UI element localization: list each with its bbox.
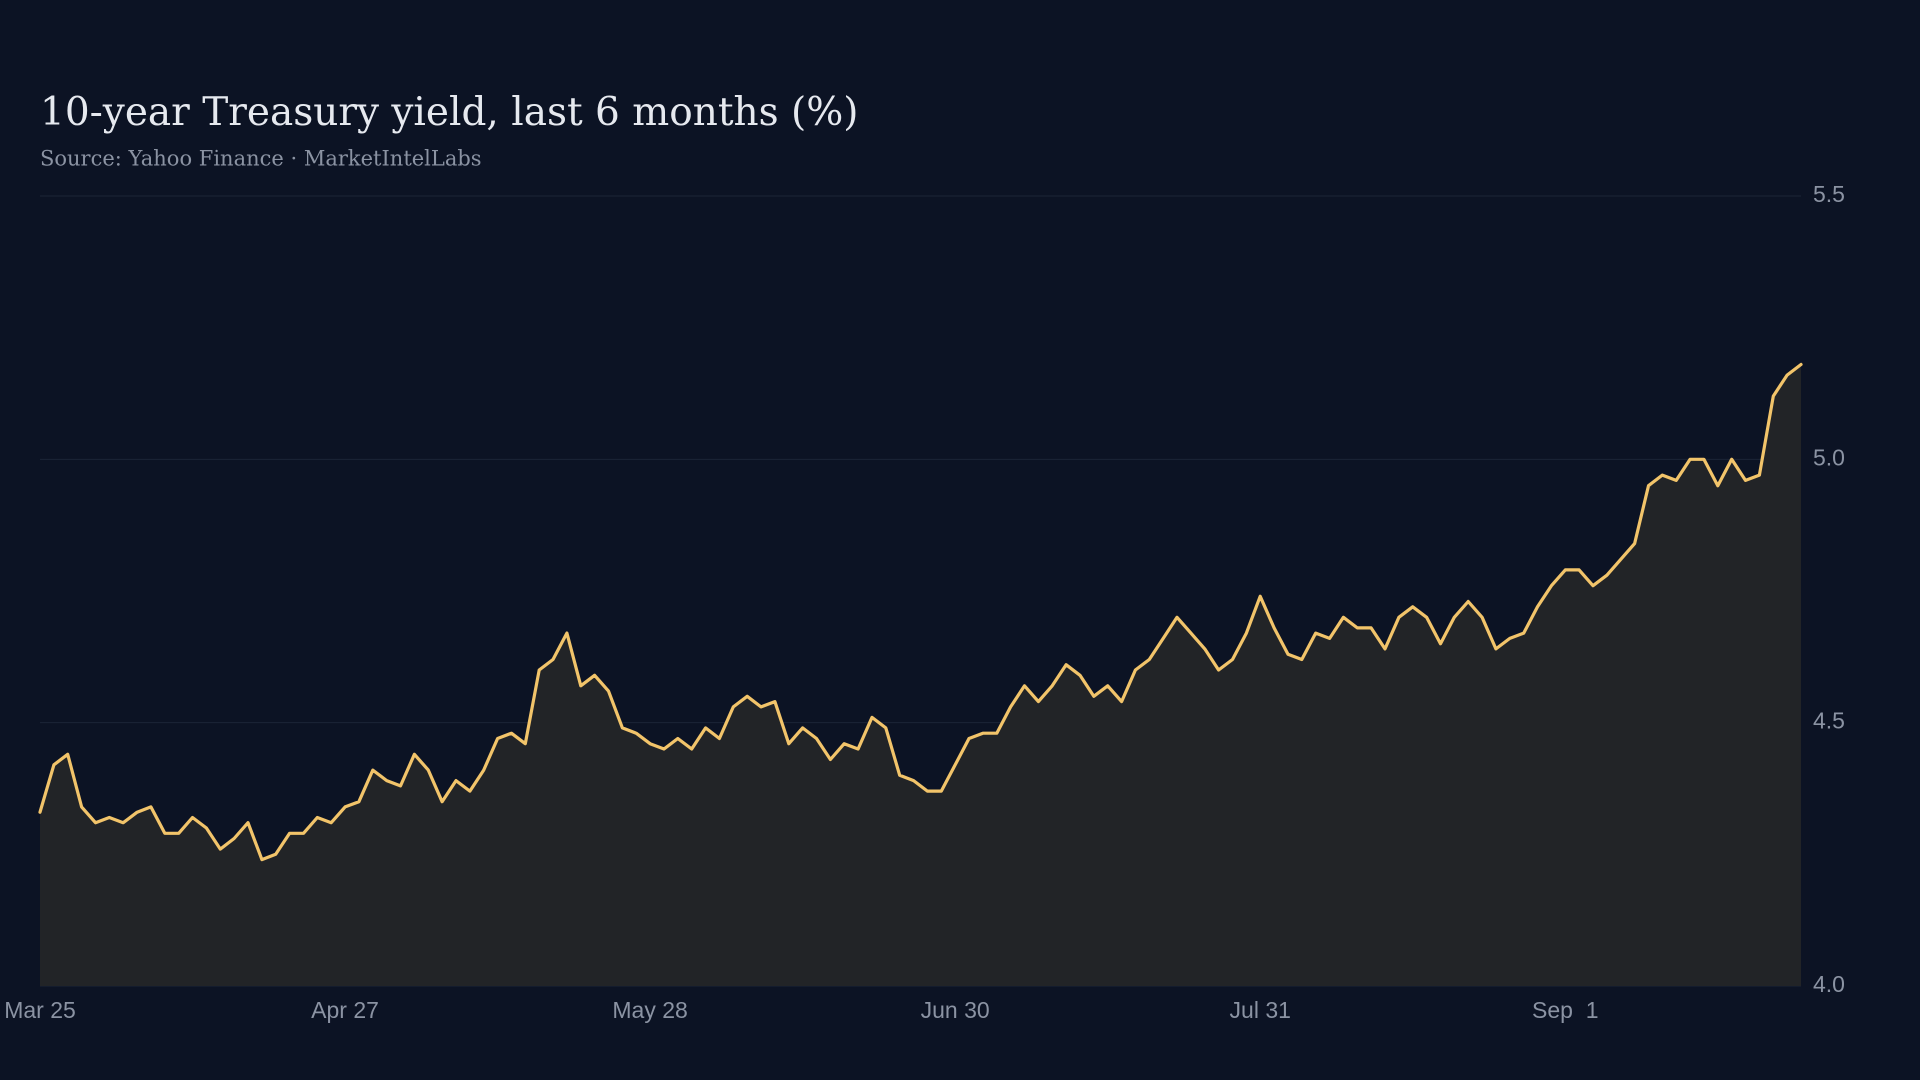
x-tick-label: Jun 30 (921, 997, 990, 1023)
line (38, 362, 1803, 862)
y-tick-label: 4.5 (1813, 708, 1845, 734)
chart-subtitle: Source: Yahoo Finance · MarketIntelLabs (40, 147, 482, 171)
y-tick-label: 5.5 (1813, 181, 1845, 207)
x-tick-label: May 28 (612, 997, 687, 1023)
x-tick-label: Jul 31 (1230, 997, 1291, 1023)
x-tick-label: Sep 1 (1532, 997, 1599, 1023)
x-tick-label: Mar 25 (4, 997, 76, 1023)
chart-title: 10-year Treasury yield, last 6 months (%… (40, 90, 859, 135)
x-tick-label: Apr 27 (311, 997, 379, 1023)
y-tick-label: 5.0 (1813, 444, 1845, 470)
area-fill (40, 364, 1801, 986)
y-tick-label: 4.0 (1813, 971, 1845, 997)
